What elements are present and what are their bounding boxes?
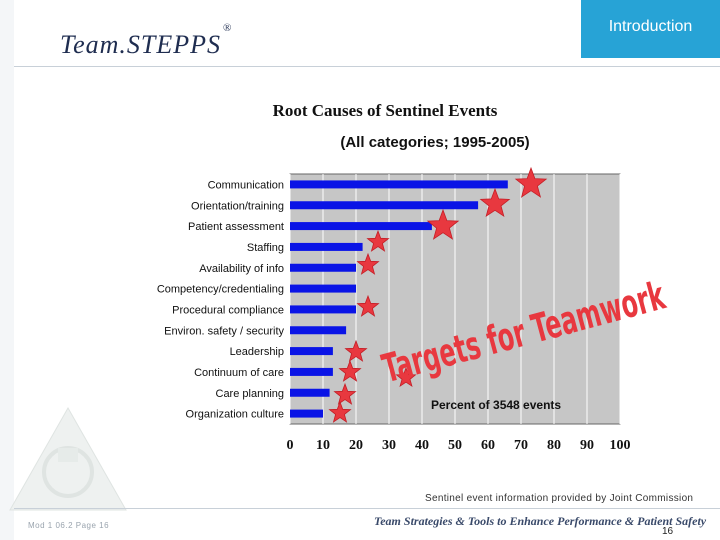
bar	[290, 284, 356, 293]
category-label: Procedural compliance	[172, 304, 284, 316]
category-label: Orientation/training	[191, 200, 284, 212]
highlight-star-icon	[333, 382, 357, 405]
chart-subtitle: (All categories; 1995-2005)	[340, 134, 530, 151]
highlight-star-icon	[395, 366, 417, 388]
bar	[290, 242, 363, 251]
category-label: Continuum of care	[194, 367, 284, 379]
category-label: Organization culture	[186, 409, 284, 421]
x-tick-label: 40	[415, 438, 429, 453]
header-divider	[14, 66, 720, 67]
highlight-star-icon	[514, 166, 548, 198]
x-tick-label: 0	[287, 438, 294, 453]
x-tick-label: 30	[382, 438, 396, 453]
footer-tagline: Team Strategies & Tools to Enhance Perfo…	[374, 514, 707, 528]
x-tick-label: 100	[610, 438, 631, 453]
x-tick-label: 50	[448, 438, 462, 453]
bar	[290, 263, 356, 272]
teamstepps-triangle-watermark-icon	[9, 406, 127, 511]
axis-annotation: Percent of 3548 events	[431, 398, 561, 412]
x-tick-label: 60	[481, 438, 495, 453]
x-tick-label: 20	[349, 438, 363, 453]
logo-text: Team	[60, 30, 120, 59]
category-label: Communication	[208, 179, 284, 191]
category-label: Patient assessment	[188, 221, 284, 233]
category-label: Care planning	[216, 388, 285, 400]
bar	[290, 222, 432, 231]
bar	[290, 326, 347, 335]
bar	[290, 409, 323, 418]
category-label: Availability of info	[199, 263, 284, 275]
bar	[290, 367, 333, 376]
footer-divider	[14, 508, 720, 509]
bar	[290, 347, 333, 356]
bar	[290, 201, 479, 210]
bar	[290, 180, 508, 189]
category-label: Staffing	[247, 242, 284, 254]
highlight-star-icon	[328, 400, 352, 423]
module-reference: Mod 1 06.2 Page 16	[28, 521, 110, 530]
bar	[290, 388, 330, 397]
source-note: Sentinel event information provided by J…	[425, 493, 694, 504]
highlight-star-icon	[344, 339, 368, 362]
x-tick-label: 80	[547, 438, 561, 453]
registered-mark: ®	[223, 22, 233, 35]
highlight-star-icon	[366, 229, 390, 252]
bar	[290, 305, 356, 314]
x-tick-label: 90	[580, 438, 594, 453]
category-label: Leadership	[230, 346, 284, 358]
section-tab-introduction: Introduction	[581, 0, 720, 58]
highlight-star-icon	[426, 208, 460, 240]
x-tick-label: 70	[514, 438, 528, 453]
logo-text-2: STEPPS	[126, 30, 221, 59]
x-tick-label: 10	[316, 438, 330, 453]
category-label: Competency/credentialing	[157, 284, 284, 296]
teamstepps-logo: Team.STEPPS®	[60, 22, 233, 59]
page-number: 16	[662, 526, 674, 537]
highlight-star-icon	[338, 359, 362, 382]
highlight-star-icon	[479, 187, 511, 218]
chart-title: Root Causes of Sentinel Events	[272, 101, 498, 120]
left-margin-band	[0, 0, 14, 540]
highlight-star-icon	[356, 252, 380, 275]
category-label: Environ. safety / security	[164, 325, 284, 337]
highlight-star-icon	[356, 294, 380, 317]
